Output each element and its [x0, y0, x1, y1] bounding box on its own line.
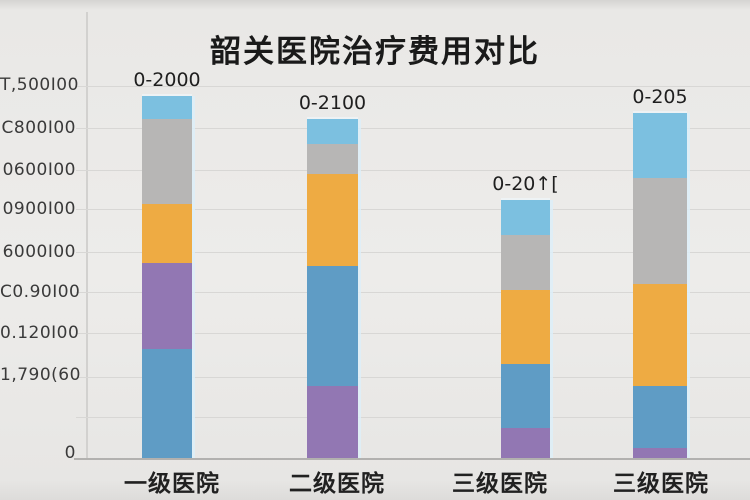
y-tick-label: 6000I00: [2, 242, 76, 262]
bar-value-label: 0-2000: [133, 69, 201, 91]
bar-segment-lightblue: [633, 113, 687, 178]
bar-segment-orange: [142, 204, 192, 263]
stacked-bar-2: [307, 119, 358, 459]
x-category-label: 一级医院: [124, 471, 220, 497]
gridline: [76, 417, 750, 418]
y-tick-label: 1,790(60: [0, 365, 81, 385]
bar-segment-gray: [142, 119, 192, 204]
bar-segment-orange: [633, 284, 687, 386]
bar-segment-gray: [307, 144, 358, 174]
bar-segment-purple: [307, 386, 358, 459]
bar-value-label: 0-205: [632, 86, 688, 108]
bar-segment-purple: [633, 448, 687, 459]
bar-segment-lightblue: [142, 96, 192, 119]
stacked-bar-1: [142, 96, 192, 459]
bar-segment-orange: [307, 174, 358, 266]
y-tick-label: C0.90I00: [0, 282, 81, 302]
y-tick-label: 0.120I00: [0, 323, 80, 343]
gridline: [76, 292, 750, 293]
gridline: [76, 333, 750, 334]
bar-segment-blue: [307, 266, 358, 386]
y-tick-label: T,500I00: [0, 75, 79, 95]
y-axis-line: [86, 12, 88, 459]
gridline: [76, 170, 750, 171]
gridline: [76, 128, 750, 129]
bar-segment-lightblue: [501, 200, 550, 235]
stacked-bar-4: [633, 113, 687, 459]
bar-segment-purple: [142, 263, 192, 349]
chart-title: 韶关医院治疗费用对比: [210, 34, 540, 70]
bar-segment-blue: [501, 364, 550, 428]
y-tick-label: 0600I00: [2, 160, 76, 180]
x-category-label: 二级医院: [289, 471, 385, 497]
x-category-label: 三级医院: [452, 471, 548, 497]
bar-segment-purple: [501, 428, 550, 459]
bar-value-label: 0-20↑[: [492, 173, 559, 195]
bar-value-label: 0-2100: [298, 92, 367, 114]
y-tick-label: C800I00: [1, 118, 76, 138]
gridline: [76, 209, 750, 210]
gridline: [76, 377, 750, 378]
bar-segment-orange: [501, 290, 550, 364]
x-axis-baseline: [74, 458, 750, 460]
y-tick-label: 0: [64, 443, 76, 463]
bar-segment-lightblue: [307, 119, 358, 144]
stacked-bar-3: [501, 200, 550, 459]
x-category-label: 三级医院: [613, 471, 709, 497]
y-tick-label: 0900I00: [2, 199, 76, 219]
bar-segment-gray: [501, 235, 550, 290]
bar-segment-blue: [633, 386, 687, 448]
gridline: [76, 252, 750, 253]
bar-segment-gray: [633, 178, 687, 284]
bar-segment-blue: [142, 349, 192, 459]
gridline: [76, 86, 750, 87]
